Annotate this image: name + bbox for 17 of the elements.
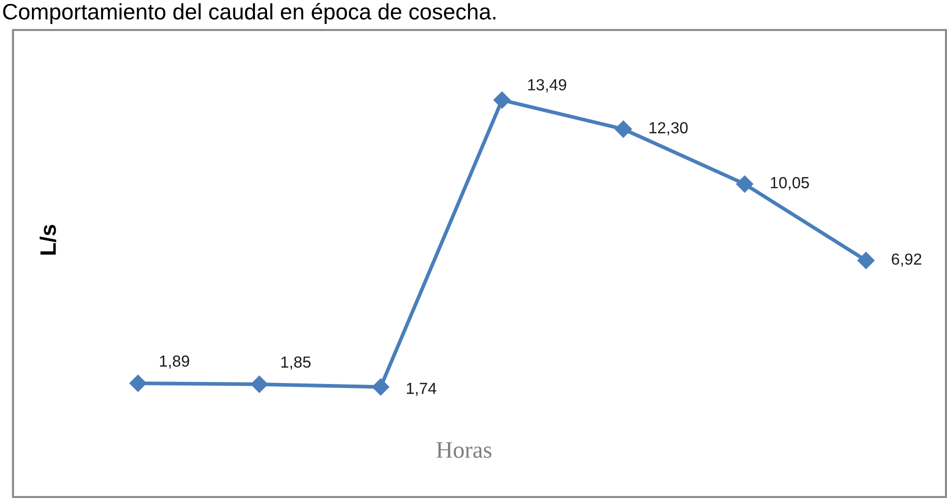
x-axis-title: Horas: [436, 442, 492, 458]
point: [129, 374, 147, 392]
point: [614, 120, 632, 138]
point: [857, 252, 875, 270]
data-label: 1,89: [160, 355, 190, 369]
point: [736, 175, 754, 193]
y-axis-title: L/s: [40, 224, 56, 255]
data-label: 13,49: [528, 79, 566, 92]
data-label: 10,05: [770, 177, 809, 190]
data-label: 12,30: [650, 122, 688, 136]
point: [250, 376, 268, 393]
point: [493, 91, 511, 109]
data-label: 1,85: [281, 356, 311, 370]
point: [372, 378, 390, 396]
chart-title: Comportamiento del caudal en época de cosecha.: [3, 3, 496, 24]
data-label: 6,92: [892, 253, 922, 267]
data-label: 1,74: [406, 382, 436, 396]
